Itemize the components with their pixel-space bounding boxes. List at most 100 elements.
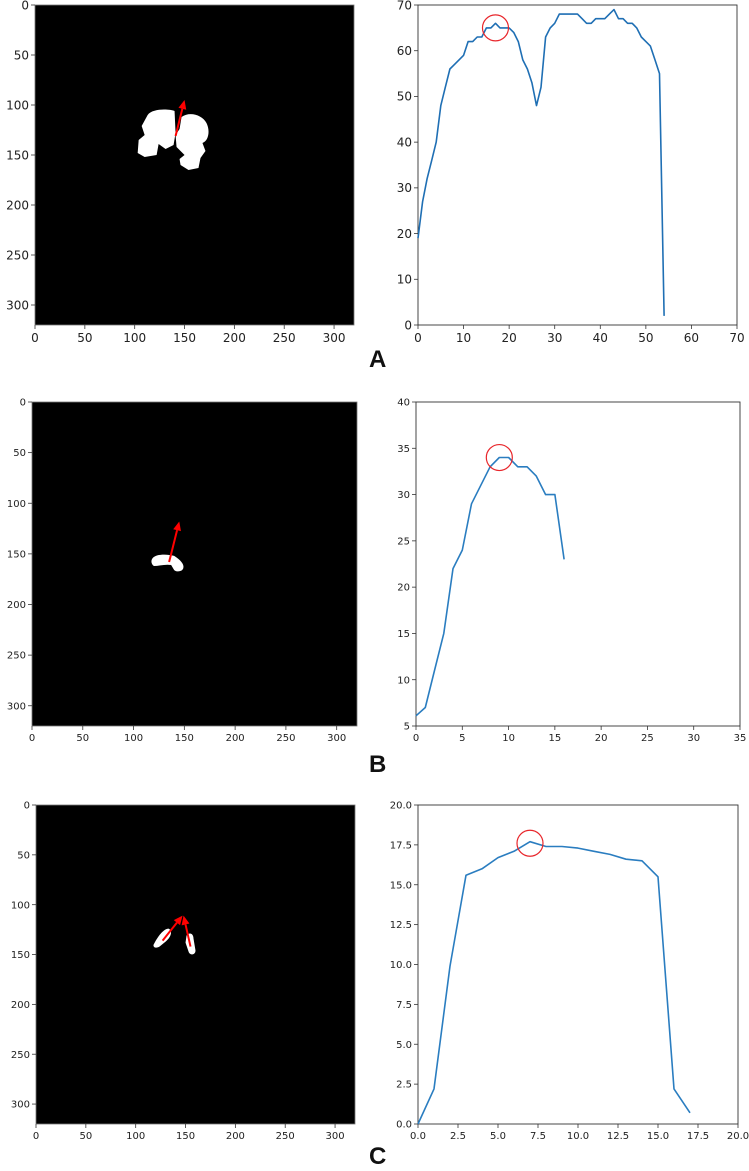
y-tick-label: 5 [404,722,410,733]
y-tick-label: 250 [6,248,29,262]
image-panel-b: 0 50 100 150 200 250 300 0 50 100 150 200 250 300 [7,398,358,744]
x-tick-label: 0 [29,733,35,744]
y-tick-label: 40 [397,398,410,409]
direction-arrow-icon [184,924,192,947]
x-tick-label: 200 [223,331,246,345]
x-tick-label: 60 [684,331,699,345]
peak-circle-icon [516,829,544,857]
y-tick-label: 40 [397,135,412,149]
y-tick-label: 25 [397,536,410,547]
x-tick-label: 300 [327,733,346,744]
x-tick-label: 0 [413,733,419,744]
y-tick-label: 250 [11,1050,30,1061]
y-tick-label: 150 [7,549,26,560]
y-tick-label: 300 [11,1100,30,1111]
y-tick-label: 0.0 [396,1120,412,1131]
y-tick-label: 300 [7,701,26,712]
x-tick-label: 50 [638,331,653,345]
x-tick-label: 0 [33,1131,39,1142]
y-tick-label: 50 [17,850,30,861]
panel-label-a: A [369,346,387,373]
x-tick-label: 100 [124,733,143,744]
x-tick-label: 10 [502,733,515,744]
y-tick-label: 100 [6,98,29,112]
y-tick-label: 5.0 [396,1040,412,1051]
y-tick-label: 10 [397,273,412,287]
x-tick-label: 12.5 [607,1131,629,1142]
x-tick-label: 20 [502,331,517,345]
x-tick-label: 100 [123,331,146,345]
x-tick-label: 20 [595,733,608,744]
x-tick-label: 50 [76,733,89,744]
y-tick-label: 20 [397,227,412,241]
y-tick-label: 20.0 [390,801,412,812]
y-tick-label: 0 [404,318,412,332]
x-tick-label: 50 [77,331,92,345]
y-tick-label: 30 [397,490,410,501]
image-panel-a: 0 50 100 150 200 250 300 0 50 100 150 200 250 300 [6,0,355,345]
panel-label-b: B [369,751,387,778]
x-tick-label: 30 [687,733,700,744]
y-tick-label: 200 [7,600,26,611]
panel-label-c: C [369,1143,387,1170]
x-tick-label: 200 [226,733,245,744]
x-tick-label: 150 [175,733,194,744]
data-line [417,8,665,316]
y-tick-label: 30 [397,181,412,195]
x-tick-label: 0 [414,331,422,345]
y-tick-label: 70 [397,0,412,12]
y-tick-label: 0 [24,801,30,812]
y-tick-label: 50 [397,90,412,104]
x-tick-label: 40 [593,331,608,345]
x-tick-label: 2.5 [450,1131,466,1142]
y-tick-label: 100 [11,900,30,911]
x-tick-label: 10.0 [567,1131,589,1142]
y-tick-label: 200 [6,198,29,212]
y-tick-label: 0 [21,0,29,12]
y-tick-label: 100 [7,499,26,510]
x-tick-label: 250 [276,1131,295,1142]
x-tick-label: 0 [31,331,39,345]
line-chart-c: 0.0 2.5 5.0 7.5 10.0 12.5 15.0 17.5 20.0 0.0 2.5 5.… [390,801,749,1142]
y-tick-label: 0 [20,398,26,409]
x-tick-label: 0.0 [410,1131,426,1142]
y-tick-label: 17.5 [390,840,412,851]
x-tick-label: 15.0 [647,1131,669,1142]
y-tick-label: 60 [397,44,412,58]
peak-circle-icon [481,14,510,42]
peak-circle-icon [485,443,513,472]
x-tick-label: 200 [226,1131,245,1142]
y-tick-label: 50 [14,48,29,62]
y-tick-label: 10 [397,675,410,686]
y-tick-label: 50 [13,448,26,459]
mask-blob [151,554,184,572]
x-tick-label: 10 [456,331,471,345]
x-tick-label: 50 [79,1131,92,1142]
x-tick-label: 30 [547,331,562,345]
y-tick-label: 15.0 [390,880,412,891]
x-tick-label: 300 [323,331,346,345]
direction-arrow-icon [161,922,178,942]
data-line [417,840,691,1125]
image-panel-c: 0 50 100 150 200 250 300 0 50 100 150 200 250 300 [11,801,356,1142]
x-tick-label: 150 [173,331,196,345]
line-chart-a: 0 10 20 30 40 50 60 70 0 10 20 30 40 50 60 70 [397,0,745,345]
x-tick-label: 7.5 [530,1131,546,1142]
x-tick-label: 35 [734,733,747,744]
y-tick-label: 300 [6,298,29,312]
x-tick-label: 150 [176,1131,195,1142]
y-tick-label: 2.5 [396,1080,412,1091]
y-tick-label: 200 [11,1000,30,1011]
x-tick-label: 5.0 [490,1131,506,1142]
mask-blob [137,109,209,170]
x-tick-label: 300 [326,1131,345,1142]
y-tick-label: 35 [397,444,410,455]
direction-arrow-icon [174,108,184,137]
y-tick-label: 250 [7,651,26,662]
y-tick-label: 10.0 [390,960,412,971]
x-tick-label: 250 [276,733,295,744]
x-tick-label: 5 [459,733,465,744]
y-tick-label: 150 [11,950,30,961]
x-tick-label: 250 [273,331,296,345]
